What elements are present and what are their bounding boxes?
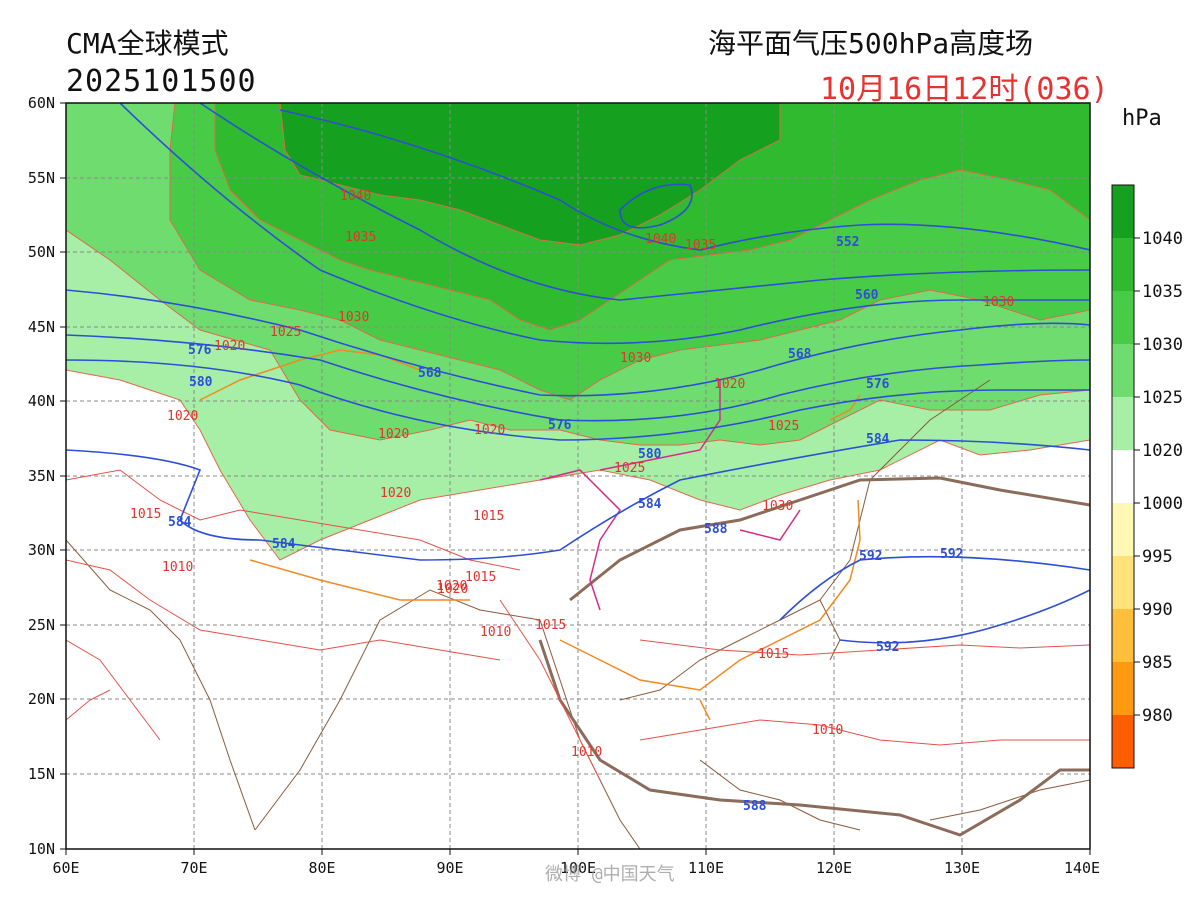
- legend-level: 985: [1142, 653, 1173, 673]
- legend-level: 990: [1142, 600, 1173, 620]
- lat-label: 35N: [28, 467, 55, 485]
- isobar-label: 1040: [645, 232, 676, 247]
- isobar-label: 1025: [768, 419, 799, 434]
- isobar-label: 1015: [535, 618, 566, 633]
- height-label: 568: [788, 347, 812, 362]
- legend-level: 1020: [1142, 441, 1183, 461]
- isobar-label: 1010: [571, 745, 602, 760]
- lat-label: 20N: [28, 690, 55, 708]
- height-label: 588: [743, 799, 767, 814]
- legend-level: 1040: [1142, 229, 1183, 249]
- lat-label: 10N: [28, 840, 55, 858]
- isobar-label: 1020: [167, 409, 198, 424]
- height-label: 584: [866, 432, 890, 447]
- lat-label: 25N: [28, 616, 55, 634]
- model-name: CMA全球模式: [66, 27, 229, 60]
- isobar-label: 1015: [465, 570, 496, 585]
- isobar-label: 1020: [714, 377, 745, 392]
- lat-axis: 60N 55N 50N 45N 40N 35N 30N 25N 20N 15N …: [28, 94, 66, 858]
- isobar-label: 1030: [762, 499, 793, 514]
- isobar-label: 1025: [614, 461, 645, 476]
- isobar-label: 1010: [480, 625, 511, 640]
- isobar-label: 1035: [685, 238, 716, 253]
- isobar-label: 1035: [345, 230, 376, 245]
- height-label: 588: [704, 522, 728, 537]
- height-label: 592: [876, 640, 899, 655]
- isobar-label: 1020: [474, 423, 505, 438]
- height-label: 552: [836, 235, 859, 250]
- pressure-contours: [66, 469, 1090, 781]
- lon-label: 100E: [560, 859, 596, 877]
- watermark: 微博 @中国天气: [545, 864, 675, 885]
- colorbar: 1040 1035 1030 1025 1020 1000 995 990 98…: [1111, 184, 1183, 769]
- lat-label: 40N: [28, 392, 55, 410]
- height-label: 576: [866, 377, 890, 392]
- isobar-label: 1030: [983, 295, 1014, 310]
- isobar-labels: 1040 1035 1040 1035 1030 1025 1020 1030 …: [130, 189, 1014, 760]
- lon-label: 110E: [688, 859, 724, 877]
- isobar-label: 1020: [214, 339, 245, 354]
- legend-level: 1000: [1142, 494, 1183, 514]
- isobar-label: 1020: [380, 486, 411, 501]
- lat-label: 45N: [28, 318, 55, 336]
- lon-label: 130E: [944, 859, 980, 877]
- height-label: 580: [189, 375, 213, 390]
- isobar-label: 1030: [338, 310, 369, 325]
- isobar-label: 1010: [162, 560, 193, 575]
- region-boundary: [539, 380, 801, 611]
- height-label: 568: [418, 366, 442, 381]
- height-label: 592: [859, 549, 882, 564]
- height-label: 592: [940, 547, 963, 562]
- legend-level: 1030: [1142, 335, 1183, 355]
- field-title: 海平面气压500hPa高度场: [708, 27, 1034, 60]
- height-label: 576: [188, 343, 212, 358]
- legend-level: 995: [1142, 547, 1173, 567]
- isobar-label: 1010: [812, 723, 843, 738]
- isobar-label: 1030: [620, 351, 651, 366]
- init-time: 2025101500: [66, 64, 257, 99]
- height-label: 584: [272, 537, 296, 552]
- height-label: 576: [548, 418, 572, 433]
- lon-label: 90E: [436, 859, 463, 877]
- valid-time: 10月16日12时(036): [820, 72, 1109, 107]
- isobar-label: 1020: [437, 582, 468, 597]
- height-label: 584: [168, 515, 192, 530]
- isobar-label: 1040: [340, 189, 371, 204]
- lon-label: 70E: [180, 859, 207, 877]
- legend-level: 1025: [1142, 388, 1183, 408]
- lon-label: 140E: [1064, 859, 1100, 877]
- legend-level: 980: [1142, 706, 1173, 726]
- isobar-label: 1015: [473, 509, 504, 524]
- legend-unit: hPa: [1122, 106, 1162, 131]
- legend-level: 1035: [1142, 282, 1183, 302]
- lon-axis: 60E 70E 80E 90E 100E 110E 120E 130E 140E: [52, 849, 1100, 877]
- isobar-label: 1025: [270, 325, 301, 340]
- isobar-label: 1020: [378, 427, 409, 442]
- height-label: 580: [638, 447, 662, 462]
- height-label: 584: [638, 497, 662, 512]
- isobar-label: 1015: [130, 507, 161, 522]
- lat-label: 15N: [28, 765, 55, 783]
- isobar-label: 1015: [758, 647, 789, 662]
- lat-label: 55N: [28, 169, 55, 187]
- height-588-contour: [538, 476, 1090, 837]
- isobar-label: 1020: [436, 579, 467, 594]
- map-area: 1040 1035 1040 1035 1030 1025 1020 1030 …: [66, 103, 1090, 849]
- lat-label: 60N: [28, 94, 55, 112]
- lon-label: 60E: [52, 859, 79, 877]
- lat-label: 30N: [28, 541, 55, 559]
- lon-label: 80E: [308, 859, 335, 877]
- height-labels: 552 560 568 568 576 576 576 580 580 584 …: [168, 235, 963, 814]
- lat-label: 50N: [28, 243, 55, 261]
- band-1040: [279, 103, 781, 246]
- graticule: [66, 103, 1090, 849]
- lon-label: 120E: [816, 859, 852, 877]
- height-label: 560: [855, 288, 879, 303]
- height-contours: [66, 103, 1090, 644]
